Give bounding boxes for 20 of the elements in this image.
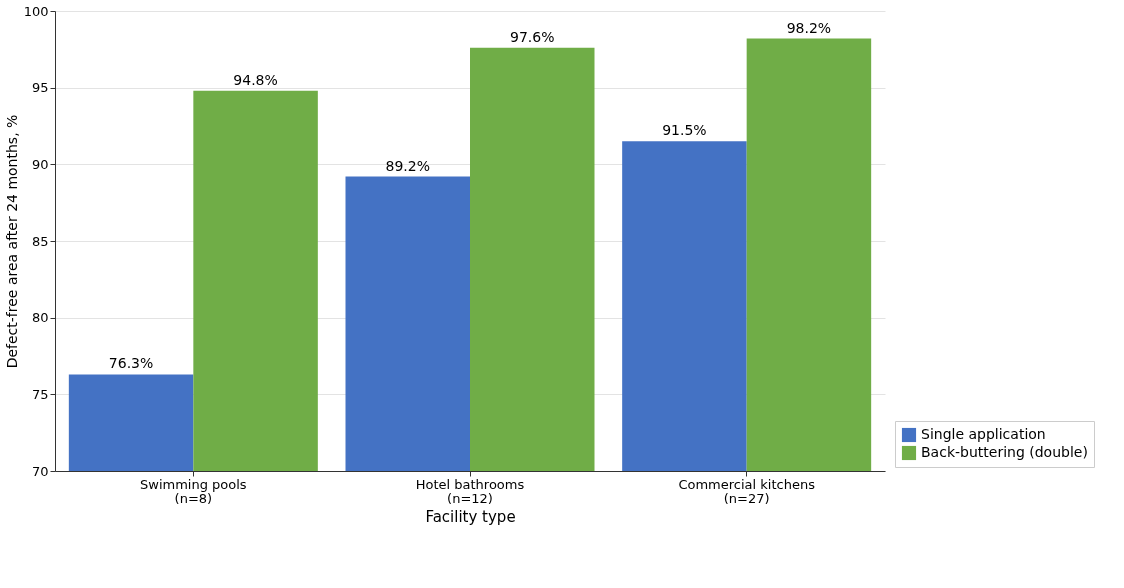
legend-label: Single application <box>921 426 1046 442</box>
y-tick-label: 95 <box>31 80 49 96</box>
y-tick-label: 85 <box>31 233 49 249</box>
y-tick-label: 100 <box>23 3 49 19</box>
x-tick-label: Commercial kitchens (n=27) <box>678 476 816 506</box>
data-label: 98.2% <box>786 19 832 36</box>
y-tick-label: 75 <box>31 386 49 402</box>
data-label: 76.3% <box>108 355 154 372</box>
data-label: 94.8% <box>233 71 278 88</box>
x-tick-label: Hotel bathrooms (n=12) <box>415 476 525 506</box>
y-tick-label: 80 <box>31 310 49 326</box>
data-label: 97.6% <box>510 28 555 45</box>
y-axis-title: Defect-free area after 24 months, % <box>3 114 20 369</box>
data-label: 91.5% <box>662 122 707 139</box>
x-tick-label: Swimming pools (n=8) <box>140 476 247 506</box>
y-tick-label: 70 <box>31 463 49 479</box>
data-label: 89.2% <box>385 157 430 174</box>
y-tick-label: 90 <box>31 156 49 172</box>
x-axis-title: Facility type <box>425 507 516 526</box>
legend-label: Back-buttering (double) <box>921 444 1088 460</box>
